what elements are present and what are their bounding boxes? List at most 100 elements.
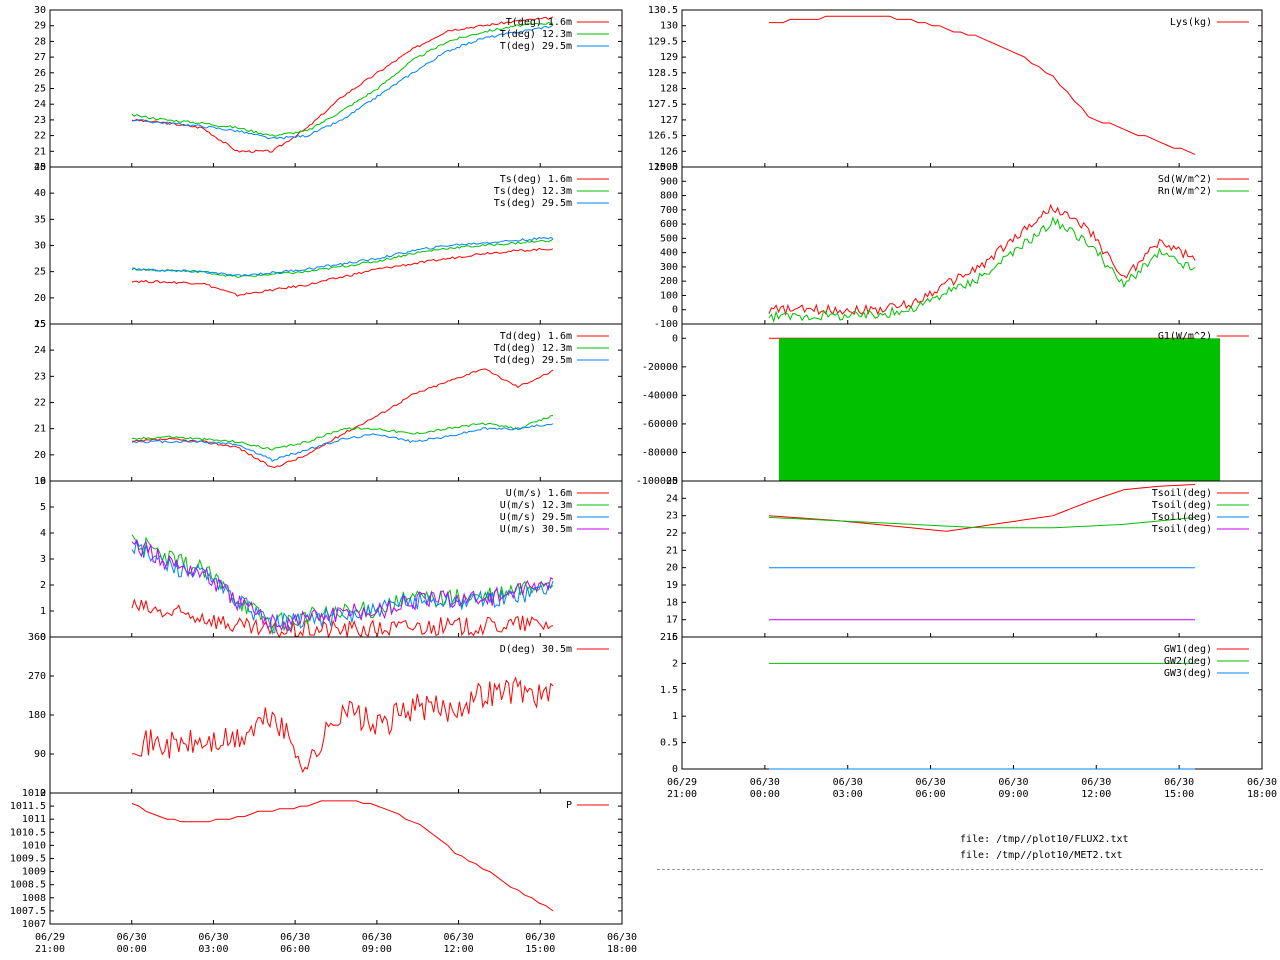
x-tick-date: 06/30	[280, 932, 310, 943]
legend-label: U(m/s) 12.3m	[500, 500, 572, 511]
y-tick-label: 23	[34, 115, 46, 126]
panel-pres	[49, 792, 623, 925]
y-tick-label: 128	[660, 84, 678, 95]
panel-dir	[49, 636, 623, 794]
legend-label: U(m/s) 30.5m	[500, 524, 572, 535]
y-tick-label: 24	[34, 345, 46, 356]
y-tick-label: 15	[34, 319, 46, 330]
legend-label: T(deg) 12.3m	[500, 29, 572, 40]
legend-label: Td(deg) 1.6m	[500, 331, 572, 342]
y-tick-label: 2	[40, 580, 46, 591]
series-line-blue	[131, 423, 554, 462]
series-line-red	[132, 368, 554, 469]
legend-label: G1(W/m^2)	[1158, 331, 1212, 342]
file-label-flux: file: /tmp//plot10/FLUX2.txt	[960, 834, 1129, 845]
x-tick-time: 12:00	[444, 944, 474, 955]
y-tick-label: 22	[34, 131, 46, 142]
y-tick-label: 30	[34, 5, 46, 16]
series-line-green	[131, 534, 554, 636]
y-tick-label: 28	[34, 36, 46, 47]
x-tick-time: 18:00	[607, 944, 637, 955]
legend-label: T(deg) 1.6m	[506, 17, 572, 28]
series-line-green	[131, 415, 554, 451]
series-line-blue	[131, 24, 554, 140]
y-tick-label: 200	[660, 276, 678, 287]
legend-label: GW1(deg)	[1164, 644, 1212, 655]
y-tick-label: 2.5	[660, 632, 678, 643]
legend-label: Td(deg) 29.5m	[494, 355, 572, 366]
y-tick-label: 25	[34, 267, 46, 278]
x-tick-time: 18:00	[1247, 789, 1277, 800]
panel-rad	[681, 166, 1263, 325]
y-tick-label: -80000	[642, 447, 678, 458]
series-line-blue	[131, 236, 554, 277]
x-tick-time: 15:00	[525, 944, 555, 955]
y-tick-label: 22	[34, 398, 46, 409]
x-tick-date: 06/30	[750, 777, 780, 788]
legend-label: Tsoil(deg)	[1152, 524, 1212, 535]
panel-frame	[49, 792, 623, 925]
y-tick-label: 1	[40, 606, 46, 617]
y-tick-label: 18	[666, 597, 678, 608]
y-tick-label: 25	[666, 476, 678, 487]
y-tick-label: 20	[666, 563, 678, 574]
series-line-red	[131, 247, 554, 297]
y-tick-label: 22	[666, 528, 678, 539]
y-tick-label: 24	[666, 493, 678, 504]
y-tick-label: 0	[40, 788, 46, 799]
y-tick-label: 126.5	[648, 131, 678, 142]
x-tick-time: 06:00	[280, 944, 310, 955]
y-tick-label: 2	[672, 658, 678, 669]
panel-gw	[681, 636, 1263, 770]
file-label-met: file: /tmp//plot10/MET2.txt	[960, 850, 1123, 861]
y-tick-label: 300	[660, 262, 678, 273]
y-tick-label: 6	[40, 476, 46, 487]
y-tick-label: 25	[34, 84, 46, 95]
legend-label: Rn(W/m^2)	[1158, 186, 1212, 197]
y-tick-label: 19	[666, 580, 678, 591]
panel-frame	[681, 9, 1263, 168]
legend-label: Tsoil(deg)	[1152, 488, 1212, 499]
x-tick-time: 00:00	[750, 789, 780, 800]
y-tick-label: 1007.5	[10, 906, 46, 917]
y-tick-label: -20000	[642, 362, 678, 373]
y-tick-label: 45	[34, 162, 46, 173]
x-tick-date: 06/30	[1081, 777, 1111, 788]
y-tick-label: 1009	[22, 867, 46, 878]
y-tick-label: 27	[34, 52, 46, 63]
x-tick-time: 09:00	[362, 944, 392, 955]
x-tick-date: 06/30	[607, 932, 637, 943]
series-line-green	[768, 216, 1196, 324]
y-tick-label: 130	[660, 21, 678, 32]
y-tick-label: 1007	[22, 919, 46, 930]
y-tick-label: 700	[660, 205, 678, 216]
y-tick-label: -40000	[642, 390, 678, 401]
y-tick-label: 1008	[22, 893, 46, 904]
y-tick-label: 0	[672, 305, 678, 316]
y-tick-label: 1011	[22, 814, 46, 825]
x-tick-time: 15:00	[1164, 789, 1194, 800]
y-tick-label: 1011.5	[10, 801, 46, 812]
y-tick-label: 1	[672, 711, 678, 722]
x-tick-date: 06/30	[833, 777, 863, 788]
series-line-red	[131, 676, 554, 774]
series-line-red	[131, 16, 554, 153]
y-tick-label: 1008.5	[10, 880, 46, 891]
panel-frame	[49, 636, 623, 794]
x-tick-date: 06/29	[35, 932, 65, 943]
y-tick-label: 0.5	[660, 738, 678, 749]
y-tick-label: 1010	[22, 840, 46, 851]
y-tick-label: 125.5	[648, 162, 678, 173]
y-tick-label: 19	[34, 476, 46, 487]
series-line-blue	[131, 539, 554, 634]
y-tick-label: 5	[40, 502, 46, 513]
x-tick-date: 06/30	[362, 932, 392, 943]
y-tick-label: 4	[40, 528, 46, 539]
y-tick-label: 21	[666, 545, 678, 556]
y-tick-label: 127.5	[648, 99, 678, 110]
y-tick-label: 129.5	[648, 36, 678, 47]
y-tick-label: 400	[660, 248, 678, 259]
y-tick-label: 0	[40, 632, 46, 643]
x-tick-date: 06/30	[1247, 777, 1277, 788]
series-line-red	[768, 203, 1196, 317]
